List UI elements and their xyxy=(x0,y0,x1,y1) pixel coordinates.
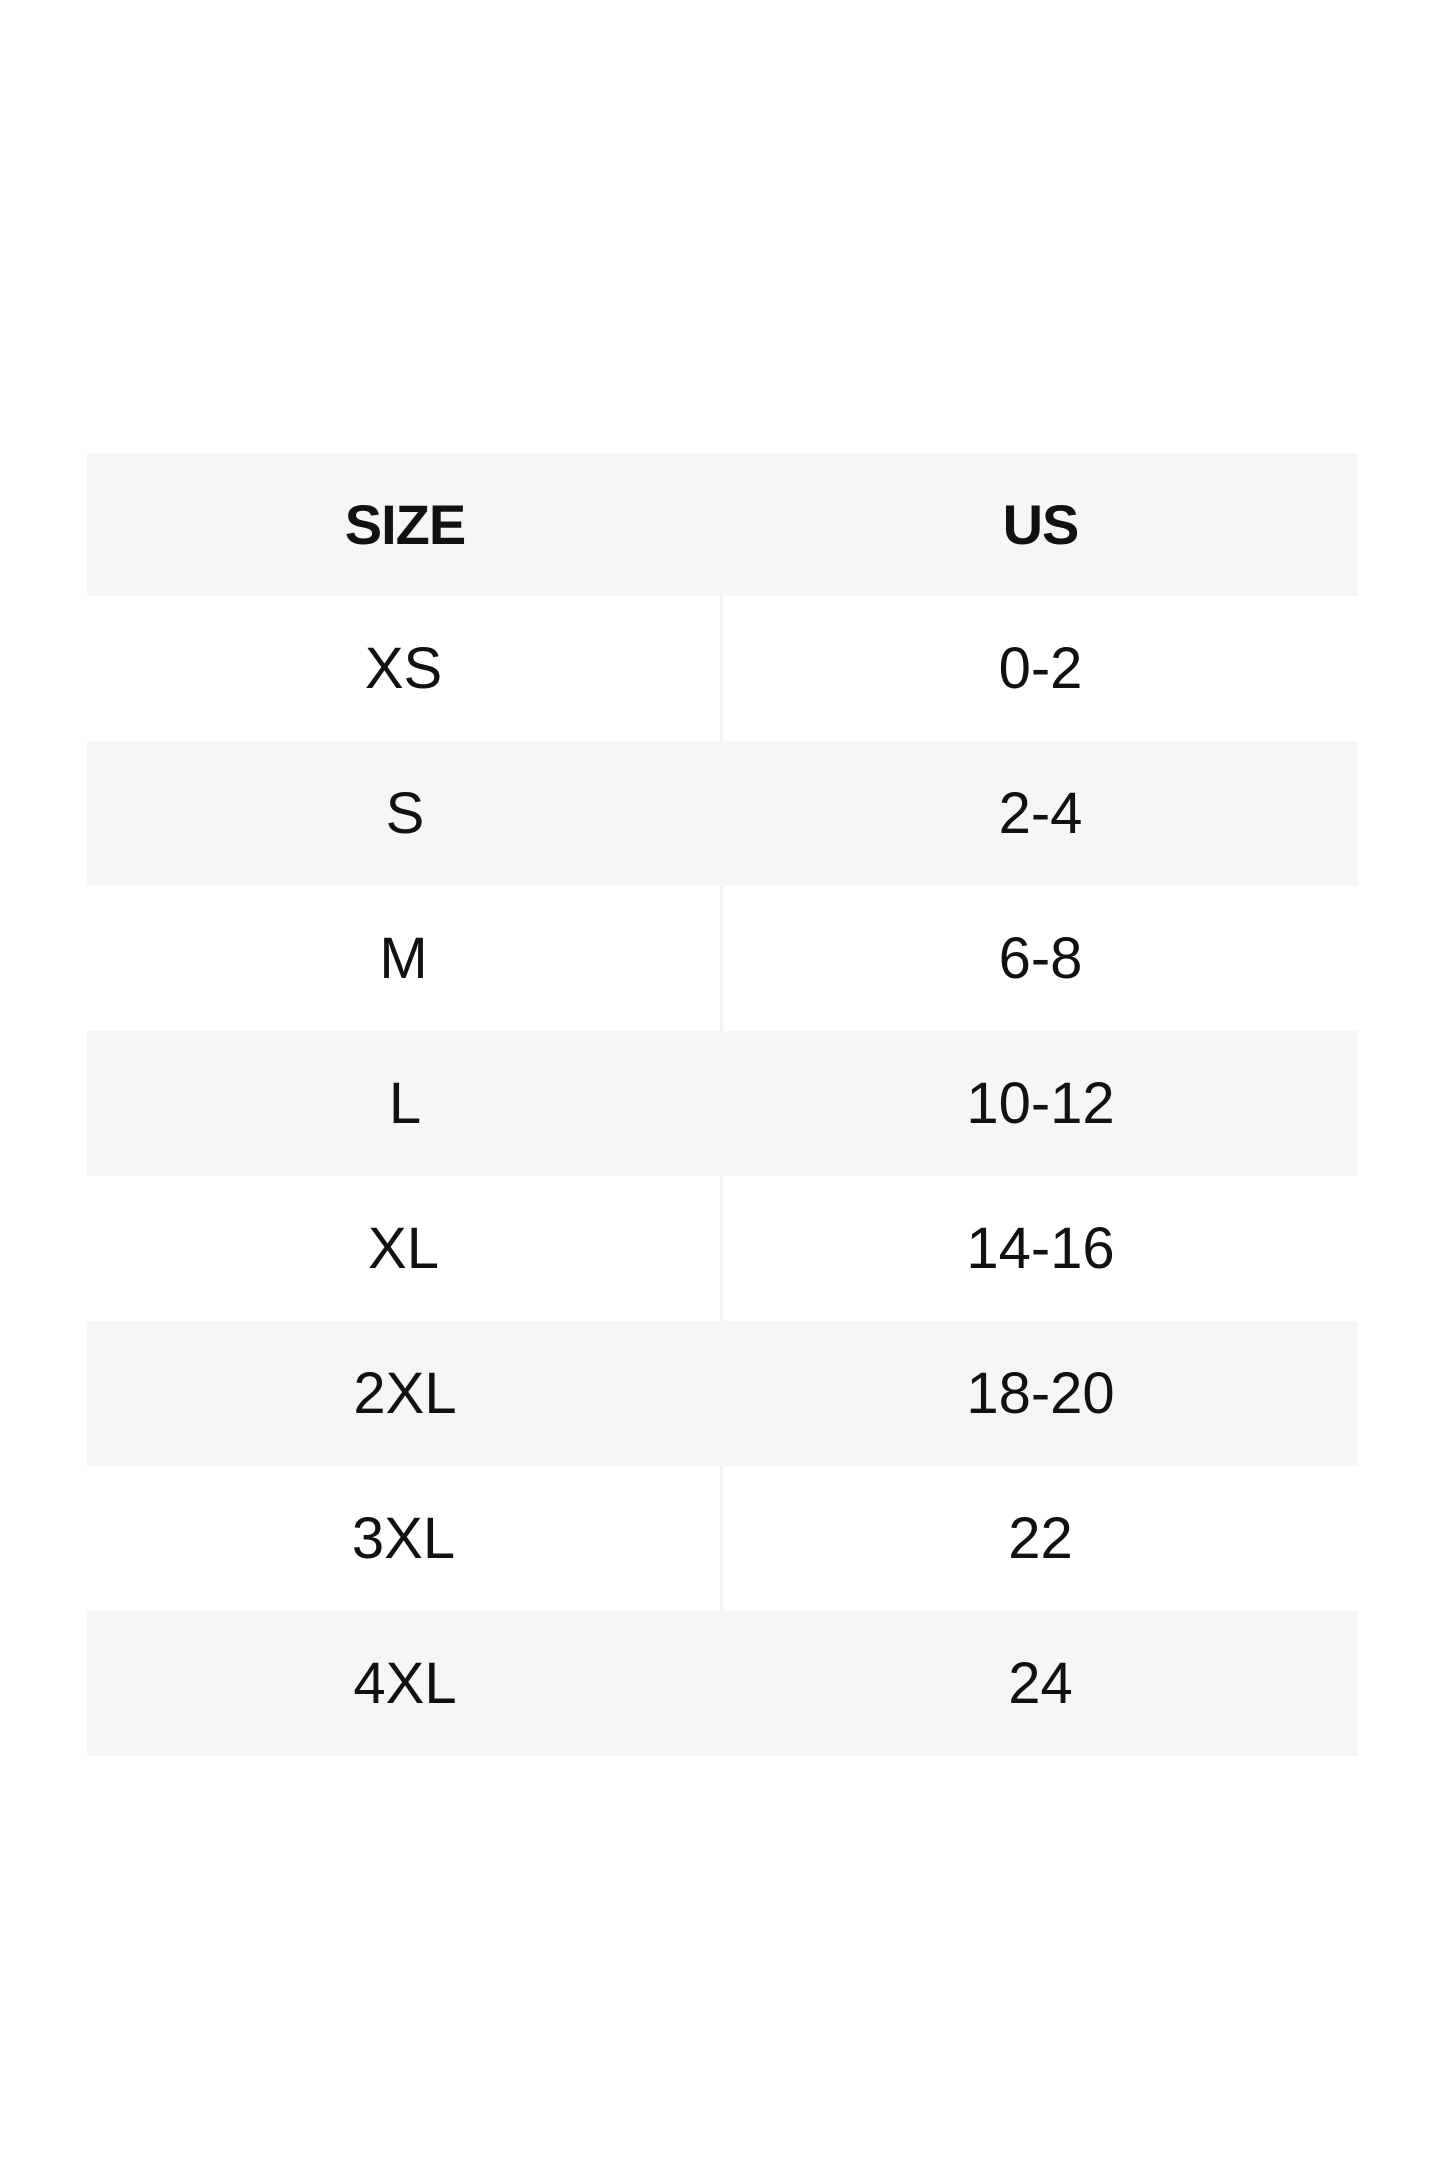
us-cell: 18-20 xyxy=(966,1361,1115,1426)
size-cell: 2XL xyxy=(353,1361,457,1426)
size-cell: 4XL xyxy=(353,1651,457,1716)
us-cell: 24 xyxy=(1008,1651,1073,1716)
table-header-row: SIZE US xyxy=(87,453,1358,596)
table-row: L 10-12 xyxy=(87,1031,1358,1176)
us-cell: 0-2 xyxy=(998,636,1083,701)
table-row: 4XL 24 xyxy=(87,1611,1358,1756)
table-row: S 2-4 xyxy=(87,741,1358,886)
us-cell: 2-4 xyxy=(998,781,1083,846)
us-cell: 6-8 xyxy=(998,926,1083,991)
size-cell: XS xyxy=(87,596,723,741)
table-row: XL 14-16 xyxy=(87,1176,1358,1321)
size-chart-table: SIZE US XS 0-2 S 2-4 M 6-8 L 10-12 XL 14… xyxy=(87,453,1358,1756)
header-size: SIZE xyxy=(344,493,466,556)
header-us: US xyxy=(1002,493,1080,556)
table-row: 2XL 18-20 xyxy=(87,1321,1358,1466)
table-row: 3XL 22 xyxy=(87,1466,1358,1611)
us-cell: 10-12 xyxy=(966,1071,1115,1136)
table-row: XS 0-2 xyxy=(87,596,1358,741)
size-cell: S xyxy=(385,781,425,846)
size-cell: 3XL xyxy=(87,1466,723,1611)
table-row: M 6-8 xyxy=(87,886,1358,1031)
size-cell: M xyxy=(87,886,723,1031)
size-cell: L xyxy=(388,1071,422,1136)
us-cell: 14-16 xyxy=(966,1216,1115,1281)
size-cell: XL xyxy=(87,1176,723,1321)
us-cell: 22 xyxy=(1008,1506,1073,1571)
